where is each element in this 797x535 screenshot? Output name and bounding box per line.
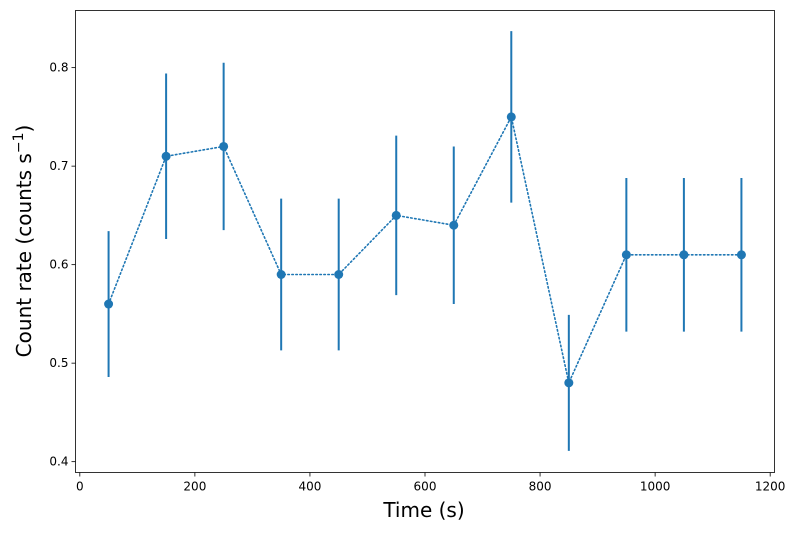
x-tick-label: 0 [76,480,84,494]
axis-ticks: 0 200 400 600 800 1000 1200 0.4 0.5 0.6 0.7 0.8 [49,61,785,494]
data-point [391,210,401,220]
y-tick-label: 0.6 [49,258,68,272]
y-tick-label: 0.8 [49,61,68,75]
x-axis-label: Time (s) [382,498,464,522]
series-line [107,114,743,386]
y-tick-label: 0.4 [49,455,68,469]
x-tick-label: 400 [298,480,321,494]
plot-frame [75,10,775,473]
data-point [334,270,344,279]
data-point [736,250,746,260]
data-point [449,220,459,230]
data-point [564,378,574,388]
data-point [621,250,631,260]
x-tick-label: 600 [414,480,437,494]
data-point [276,270,286,279]
data-point [506,112,516,122]
y-axis-label: Count rate (counts s−1) [11,125,36,358]
x-tick-label: 1000 [640,480,671,494]
x-tick-label: 1200 [755,480,786,494]
data-point [679,250,689,260]
x-tick-label: 200 [183,480,206,494]
y-tick-label: 0.5 [49,356,68,370]
data-point [219,141,229,151]
data-point [161,151,171,161]
x-tick-label: 800 [529,480,552,494]
data-point [104,299,114,309]
plot-marks [104,31,746,451]
y-tick-label: 0.7 [49,159,68,173]
